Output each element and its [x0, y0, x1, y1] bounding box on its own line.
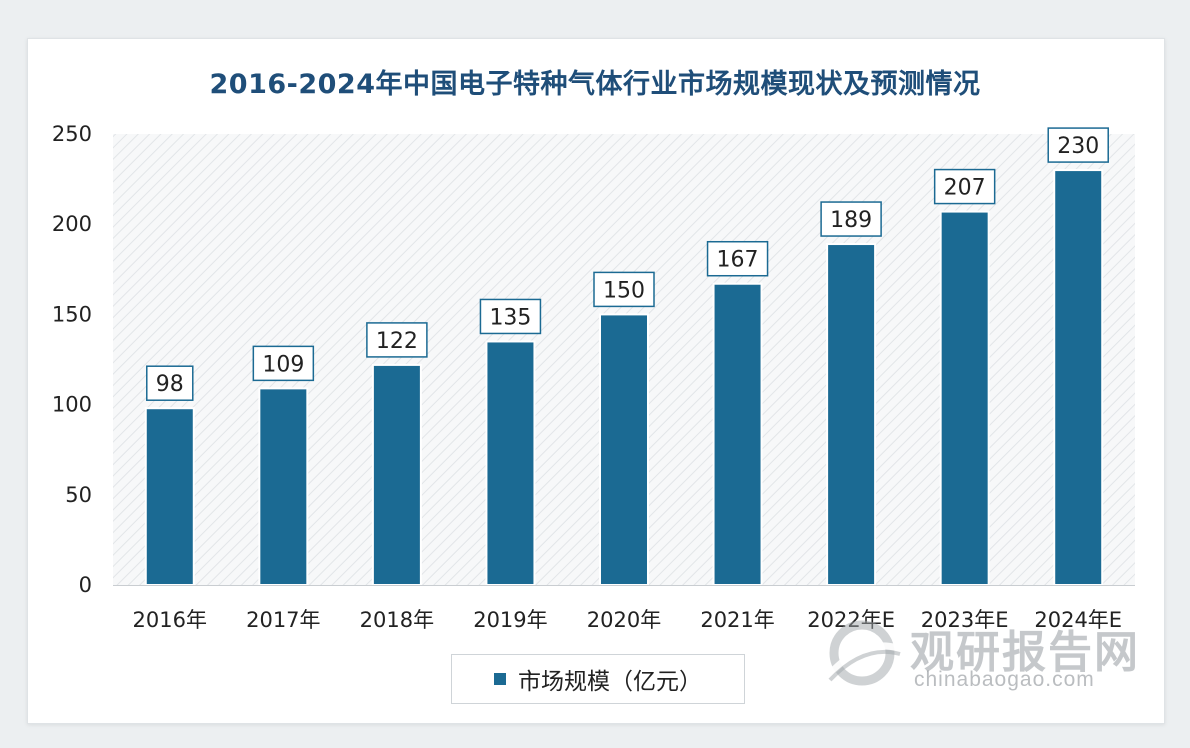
watermark-name: 观研报告网	[910, 627, 1140, 678]
watermark: 观研报告网 chinabaogao.com	[822, 614, 1152, 694]
watermark-url: chinabaogao.com	[914, 668, 1095, 691]
bar	[1053, 169, 1104, 587]
x-tick-label: 2019年	[473, 608, 547, 632]
data-label: 98	[156, 372, 184, 397]
data-label-box	[820, 201, 882, 237]
legend-label: 市场规模（亿元）	[518, 669, 702, 695]
bar	[144, 407, 195, 587]
data-label: 207	[944, 176, 986, 201]
data-label: 230	[1057, 134, 1099, 159]
x-tick-label: 2016年	[133, 608, 207, 632]
bar	[599, 313, 649, 586]
bar	[371, 363, 422, 586]
y-tick-label: 100	[52, 393, 92, 417]
data-label: 109	[262, 352, 304, 377]
bar	[939, 210, 990, 587]
y-tick-label: 250	[52, 122, 92, 146]
data-label-box	[1047, 127, 1109, 163]
data-label-box	[933, 168, 996, 205]
data-label-box	[252, 345, 315, 382]
y-tick-label: 150	[52, 302, 92, 326]
bar	[485, 340, 536, 586]
y-tick-label: 0	[79, 573, 92, 597]
data-label-box	[146, 365, 194, 401]
chart-title: 2016-2024年中国电子特种气体行业市场规模现状及预测情况	[209, 69, 981, 100]
data-label: 135	[489, 305, 531, 330]
legend-swatch	[494, 673, 506, 685]
legend: 市场规模（亿元）	[451, 654, 745, 704]
bar	[258, 387, 309, 587]
bar	[826, 243, 877, 586]
x-tick-label: 2017年	[246, 608, 320, 632]
x-tick-label: 2018年	[360, 608, 434, 632]
data-label-box	[366, 322, 428, 358]
data-label-box	[593, 271, 655, 308]
data-label: 122	[376, 329, 418, 354]
data-label: 167	[717, 248, 759, 273]
data-label: 189	[830, 208, 872, 233]
x-tick-label: 2023年E	[921, 608, 1009, 632]
x-tick-label: 2024年E	[1034, 608, 1122, 632]
data-label: 150	[603, 278, 645, 303]
x-tick-label: 2020年	[587, 608, 661, 632]
bar	[712, 282, 763, 586]
y-tick-label: 50	[65, 483, 92, 507]
data-label-box	[479, 298, 542, 335]
watermark-logo-icon	[825, 620, 901, 686]
data-label-box	[706, 240, 769, 277]
x-tick-label: 2021年	[700, 608, 774, 632]
y-tick-label: 200	[52, 212, 92, 236]
